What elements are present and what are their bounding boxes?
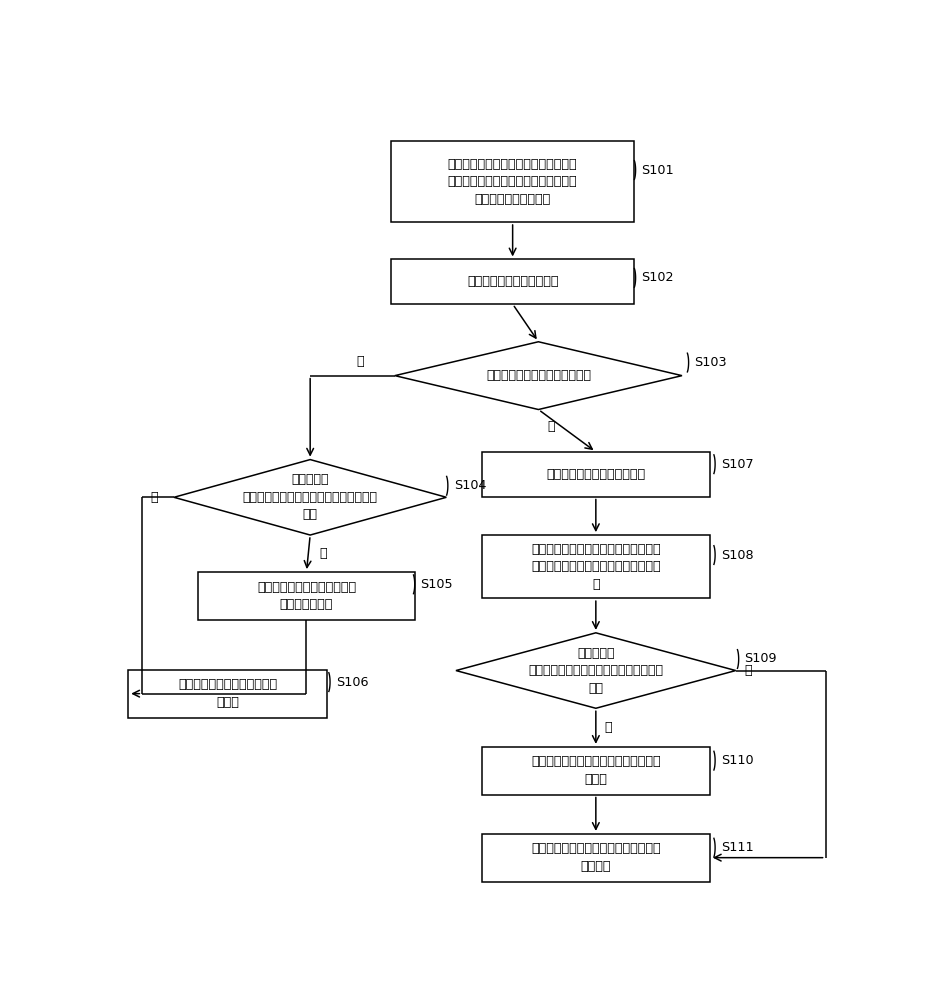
Text: 收集汽车内部的声音信号，对声音信号
进行分析处理，滤除汽车音响的播放声
音信号，得到噪音信号: 收集汽车内部的声音信号，对声音信号 进行分析处理，滤除汽车音响的播放声 音信号，…: [447, 158, 578, 206]
Polygon shape: [456, 633, 735, 708]
Text: 将汽车音响的音量调节至预设最大推荐
音量值: 将汽车音响的音量调节至预设最大推荐 音量值: [531, 755, 660, 786]
FancyBboxPatch shape: [128, 670, 327, 718]
FancyBboxPatch shape: [482, 535, 710, 598]
Text: S106: S106: [336, 676, 369, 689]
FancyBboxPatch shape: [391, 141, 635, 222]
Text: S105: S105: [421, 578, 453, 591]
Text: 判断汽车音
响的音量设置值是否大于预设语音状态音
量值: 判断汽车音 响的音量设置值是否大于预设语音状态音 量值: [242, 473, 378, 521]
Text: 判断汽车音
响的推荐音量值是否大于预设最大推荐音
量值: 判断汽车音 响的推荐音量值是否大于预设最大推荐音 量值: [528, 647, 663, 695]
FancyBboxPatch shape: [482, 747, 710, 795]
Text: 否: 否: [745, 664, 752, 677]
FancyBboxPatch shape: [482, 834, 710, 882]
Text: S104: S104: [454, 479, 486, 492]
Text: 获取汽车音响的音量设置值: 获取汽车音响的音量设置值: [466, 275, 559, 288]
Text: 将汽车音响的音量保持为音量
设置值: 将汽车音响的音量保持为音量 设置值: [179, 678, 277, 709]
FancyBboxPatch shape: [198, 572, 415, 620]
Text: S111: S111: [721, 841, 753, 854]
Text: 是: 是: [319, 547, 327, 560]
Text: 判断噪音信号是否包括语音信号: 判断噪音信号是否包括语音信号: [485, 369, 591, 382]
Text: 是: 是: [356, 355, 364, 368]
Text: 将汽车音响的音量调节至汽车音响的推
荐音量值: 将汽车音响的音量调节至汽车音响的推 荐音量值: [531, 842, 660, 873]
Text: S108: S108: [721, 549, 753, 562]
Text: S101: S101: [641, 164, 674, 177]
Text: S110: S110: [721, 754, 753, 767]
Text: 是: 是: [604, 721, 613, 734]
Text: 否: 否: [547, 420, 555, 433]
Text: 将汽车音响的音量降低至预设
语音状态音量值: 将汽车音响的音量降低至预设 语音状态音量值: [256, 581, 356, 611]
Text: S109: S109: [745, 652, 777, 666]
FancyBboxPatch shape: [482, 452, 710, 497]
Text: S107: S107: [721, 458, 753, 471]
Text: S102: S102: [641, 271, 674, 284]
Text: 否: 否: [150, 491, 158, 504]
Text: 根据噪音信号，确定噪音强度: 根据噪音信号，确定噪音强度: [546, 468, 645, 481]
Text: S103: S103: [694, 356, 727, 369]
Polygon shape: [174, 460, 446, 535]
Polygon shape: [395, 342, 682, 410]
FancyBboxPatch shape: [391, 259, 635, 304]
Text: 在所确定的噪音强度的基础上增加预设
音量增量值，得到汽车音响的推荐音量
值: 在所确定的噪音强度的基础上增加预设 音量增量值，得到汽车音响的推荐音量 值: [531, 543, 660, 591]
